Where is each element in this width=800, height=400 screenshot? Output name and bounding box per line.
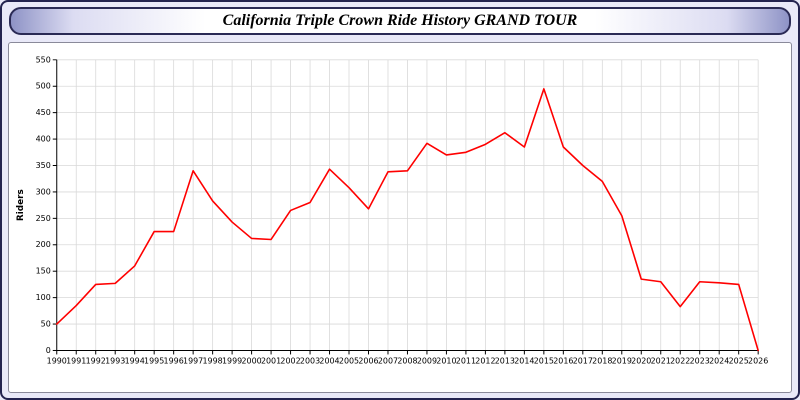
y-tick-label: 450 (36, 108, 51, 117)
chart-panel: Riders 0 50 100 150 200 250 300 350 400 450 500 550… (8, 42, 792, 393)
y-tick-label: 400 (36, 135, 51, 144)
x-tick-label: 2013 (495, 356, 515, 365)
y-tick-label: 0 (46, 346, 51, 355)
y-axis-title: Riders (16, 189, 26, 221)
y-tick-label: 100 (36, 293, 51, 302)
x-tick-label: 2006 (358, 356, 378, 365)
grid-lines (56, 59, 759, 351)
x-tick-label: 2009 (417, 356, 437, 365)
x-tick-label: 1994 (125, 356, 145, 365)
x-tick-label: 1996 (164, 356, 184, 365)
x-tick-label: 1997 (183, 356, 203, 365)
riders-data-line (55, 88, 759, 352)
x-tick-label: 2023 (690, 356, 710, 365)
x-tick-label: 2021 (651, 356, 671, 365)
y-tick-label: 350 (36, 161, 51, 170)
y-tick-label: 550 (36, 55, 51, 64)
y-tick-label: 150 (36, 267, 51, 276)
y-tick-label: 250 (36, 214, 51, 223)
x-tick-label: 2015 (534, 356, 554, 365)
y-axis: 0 50 100 150 200 250 300 350 400 450 500 550 (36, 55, 57, 355)
x-tick-label: 1990 (47, 356, 67, 365)
x-tick-label: 2025 (729, 356, 749, 365)
x-tick-label: 2014 (514, 356, 534, 365)
x-tick-label: 2017 (573, 356, 593, 365)
y-tick-label: 500 (36, 82, 51, 91)
x-tick-label: 2020 (631, 356, 651, 365)
x-tick-label: 1991 (66, 356, 86, 365)
y-tick-label: 200 (36, 240, 51, 249)
page-title: California Triple Crown Ride History GRA… (222, 12, 578, 29)
y-tick-label: 50 (41, 320, 51, 329)
x-tick-label: 2011 (456, 356, 476, 365)
x-tick-label: 2001 (261, 356, 281, 365)
x-tick-label: 2007 (378, 356, 398, 365)
x-tick-label: 1992 (86, 356, 106, 365)
x-tick-label: 2026 (748, 356, 768, 365)
x-tick-label: 1999 (222, 356, 242, 365)
y-tick-label: 300 (36, 187, 51, 196)
x-tick-label: 2016 (553, 356, 573, 365)
title-bar: California Triple Crown Ride History GRA… (9, 7, 791, 35)
x-tick-label: 2004 (319, 356, 339, 365)
x-tick-label: 2024 (709, 356, 729, 365)
x-tick-label: 1993 (105, 356, 125, 365)
x-tick-label: 2022 (670, 356, 690, 365)
x-tick-label: 2003 (300, 356, 320, 365)
x-tick-label: 2010 (436, 356, 456, 365)
x-tick-label: 1998 (203, 356, 223, 365)
x-tick-label: 2008 (397, 356, 417, 365)
x-tick-label: 1995 (144, 356, 164, 365)
x-tick-label: 2000 (241, 356, 261, 365)
x-axis: 1990 1991 1992 1993 1994 1995 1996 1997 1998 1999… (47, 350, 768, 365)
x-tick-label: 2012 (475, 356, 495, 365)
x-tick-label: 2005 (339, 356, 359, 365)
x-tick-label: 2002 (280, 356, 300, 365)
x-tick-label: 2019 (612, 356, 632, 365)
x-tick-label: 2018 (592, 356, 612, 365)
ride-history-chart: Riders 0 50 100 150 200 250 300 350 400 450 500 550… (16, 55, 768, 365)
